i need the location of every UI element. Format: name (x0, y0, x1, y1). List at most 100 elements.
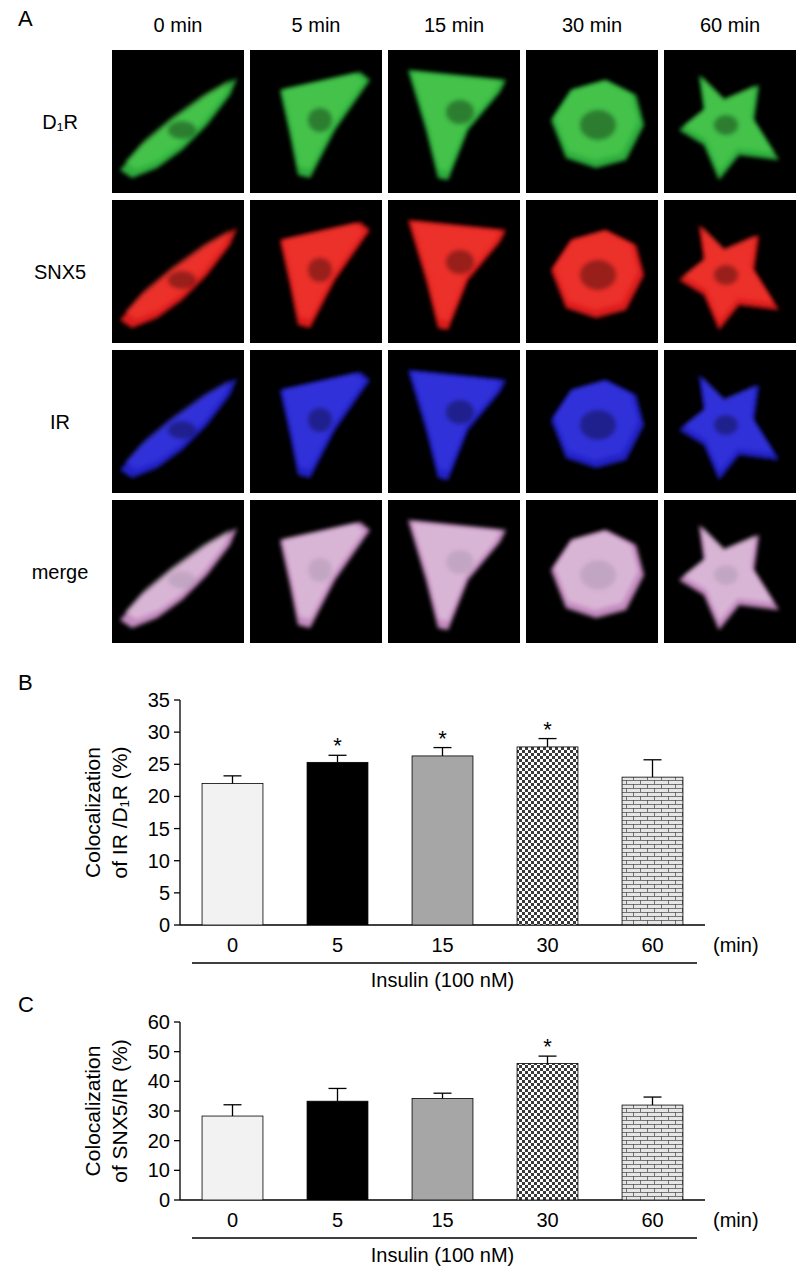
x-unit-label: (min) (713, 1209, 759, 1231)
micrograph (388, 200, 520, 343)
y-tick (174, 1081, 180, 1082)
micrograph (112, 50, 244, 193)
bar (517, 1064, 578, 1200)
cell-highlight (412, 372, 500, 471)
nucleus (446, 250, 474, 274)
micrograph (664, 200, 796, 343)
cell-highlight (555, 381, 639, 460)
row-label: D₁R (42, 111, 78, 133)
error-cap (434, 1093, 452, 1094)
tile-background (664, 500, 796, 643)
y-axis-label: Colocalization (81, 747, 104, 878)
micrograph (112, 200, 244, 343)
column-header: 30 min (562, 14, 622, 36)
bar (202, 1116, 263, 1200)
x-tick-label: 15 (431, 934, 453, 956)
y-tick-label: 40 (148, 1070, 170, 1092)
x-tick-label: 15 (431, 1209, 453, 1231)
cell (551, 230, 644, 318)
tile-background (526, 200, 658, 343)
y-axis-label: of SNX5/IR (%) (108, 1039, 131, 1183)
significance-marker: * (438, 726, 447, 751)
row-label: merge (32, 561, 89, 583)
tile-background (526, 50, 658, 193)
tile-background (664, 200, 796, 343)
bar (412, 756, 473, 925)
cell-highlight (684, 377, 774, 472)
marks (202, 1056, 683, 1200)
cell (120, 378, 237, 478)
error-bar (644, 760, 662, 777)
column-header: 0 min (154, 14, 203, 36)
x-unit-label: (min) (713, 934, 759, 956)
y-tick-label: 30 (148, 1100, 170, 1122)
nucleus (714, 265, 738, 285)
nucleus (168, 271, 196, 289)
panel-label: B (18, 670, 33, 695)
cell (679, 525, 779, 630)
y-tick (174, 699, 180, 700)
y-axis-line (179, 700, 180, 925)
error-cap (224, 775, 242, 776)
y-tick (174, 1199, 180, 1200)
cell-highlight (283, 74, 364, 169)
nucleus (168, 421, 196, 439)
cell (120, 78, 237, 178)
y-tick-label: 10 (148, 1159, 170, 1181)
tile-background (112, 500, 244, 643)
y-axis-label: Colocalization (81, 1046, 104, 1177)
nucleus (446, 400, 474, 424)
error-bar (224, 776, 242, 784)
x-tick-label: 30 (536, 1209, 558, 1231)
bar-chart: BColocalizationof IR /D₁R (%)05101520253… (18, 670, 759, 991)
y-tick-label: 30 (148, 721, 170, 743)
nucleus (308, 108, 332, 132)
error-stem (337, 1088, 338, 1101)
y-tick (174, 860, 180, 861)
cell (280, 372, 370, 478)
micrograph (388, 500, 520, 643)
nucleus (580, 260, 616, 290)
micrograph (250, 500, 382, 643)
y-tick-label: 10 (148, 850, 170, 872)
cell (408, 70, 506, 180)
error-cap (644, 759, 662, 760)
y-tick-label: 50 (148, 1041, 170, 1063)
tile-background (664, 350, 796, 493)
x-tick-label: 30 (536, 934, 558, 956)
micrograph (250, 200, 382, 343)
significance-marker: * (543, 1034, 552, 1059)
y-tick (174, 764, 180, 765)
tile-background (388, 200, 520, 343)
error-bar (644, 1097, 662, 1105)
nucleus (308, 258, 332, 282)
treatment-underline (192, 962, 697, 963)
bar (412, 1099, 473, 1200)
error-stem (232, 776, 233, 784)
treatment-underline (192, 1237, 697, 1238)
micrograph (664, 50, 796, 193)
cell (551, 380, 644, 468)
error-stem (232, 1105, 233, 1116)
error-stem (652, 1097, 653, 1105)
figure: A0 min5 min15 min30 min60 minD₁RSNX5IRme… (0, 0, 800, 1274)
micrograph (112, 350, 244, 493)
micrograph (112, 500, 244, 643)
x-tick-label: 5 (332, 1209, 343, 1231)
y-tick (174, 796, 180, 797)
marks (202, 739, 683, 925)
nucleus (580, 410, 616, 440)
tile-background (250, 200, 382, 343)
cell (280, 222, 370, 328)
cell (551, 80, 644, 168)
row-label: IR (50, 411, 70, 433)
y-tick (174, 1140, 180, 1141)
cell-highlight (412, 522, 500, 621)
y-tick (174, 1170, 180, 1171)
micrograph (388, 50, 520, 193)
cell-highlight (283, 524, 364, 619)
y-tick (174, 828, 180, 829)
nucleus (714, 115, 738, 135)
column-header: 5 min (292, 14, 341, 36)
row-label: SNX5 (34, 261, 86, 283)
